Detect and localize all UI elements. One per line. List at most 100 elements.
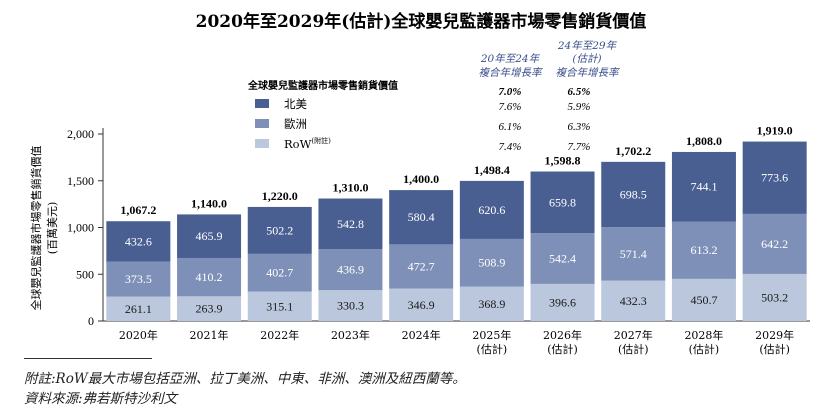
- bar-segment: [106, 261, 171, 297]
- segment-value-label: 436.9: [337, 263, 364, 277]
- segment-value-label: 346.9: [408, 298, 435, 312]
- x-tick-label: 2025年: [472, 328, 511, 342]
- x-tick-label: 2020年: [119, 328, 158, 342]
- x-tick-label: 2022年: [260, 328, 299, 342]
- total-value-label: 1,067.2: [120, 203, 156, 217]
- stacked-bar-chart: 2020年至2029年(估計)全球嬰兒監護器市場零售銷貨價值 全球嬰兒監護器市場…: [29, 11, 810, 356]
- bar-segment: [389, 190, 454, 245]
- total-value-label: 1,310.0: [332, 181, 368, 195]
- segment-value-label: 263.9: [196, 302, 223, 316]
- bars-group: 261.1 373.5 432.6 1,067.2 263.9 410.2 465.9 1,1…: [106, 124, 807, 321]
- bar-segment: [459, 180, 524, 239]
- legend-label: 北美: [284, 97, 307, 111]
- bar-segment: [177, 257, 242, 297]
- bar-segment: [459, 238, 524, 287]
- bar-segment: [106, 221, 171, 262]
- x-tick-label: 2023年: [331, 328, 370, 342]
- segment-value-label: 396.6: [549, 295, 576, 309]
- x-tick-sublabel: (估計): [759, 342, 790, 356]
- segment-value-label: 613.2: [690, 243, 717, 257]
- footnote-divider: [24, 358, 152, 359]
- cagr-value: 6.3%: [568, 121, 591, 133]
- x-tick-label: 2021年: [190, 328, 229, 342]
- segment-value-label: 542.8: [337, 217, 364, 231]
- total-value-label: 1,598.8: [545, 154, 581, 168]
- y-axis-label: 全球嬰兒監護器市場零售銷貨價值 (百萬美元): [29, 146, 59, 311]
- segment-value-label: 659.8: [549, 195, 576, 209]
- x-tick-label: 2026年: [543, 328, 582, 342]
- cagr-header: 複合年增長率: [479, 67, 543, 79]
- bar-segment: [530, 233, 595, 284]
- cagr-header: (估計): [572, 53, 601, 65]
- x-tick-sublabel: (估計): [547, 342, 578, 356]
- bar-segment: [177, 214, 242, 258]
- legend-label: RoW(附註): [284, 136, 331, 151]
- segment-value-label: 432.6: [125, 234, 152, 248]
- x-tick-label: 2028年: [684, 328, 723, 342]
- y-tick-label: 500: [76, 267, 94, 281]
- chart-title: 2020年至2029年(估計)全球嬰兒監護器市場零售銷貨價值: [196, 11, 647, 32]
- segment-value-label: 773.6: [761, 171, 788, 185]
- x-tick-label: 2024年: [402, 328, 441, 342]
- segment-value-label: 744.1: [690, 180, 717, 194]
- segment-value-label: 580.4: [408, 210, 435, 224]
- y-axis-unit: (百萬美元): [46, 202, 59, 255]
- segment-value-label: 450.7: [690, 293, 717, 307]
- bar-segment: [601, 227, 666, 281]
- legend-label: 歐洲: [284, 117, 307, 131]
- bar-segment: [247, 291, 312, 321]
- segment-value-label: 373.5: [125, 272, 152, 286]
- cagr-header: 24年至29年: [557, 40, 618, 52]
- segment-value-label: 508.9: [478, 256, 505, 270]
- footnote: 附註:RoW最大市場包括亞洲、拉丁美洲、中東、非洲、澳洲及紐西蘭等。: [24, 371, 466, 387]
- bar-segment: [318, 290, 383, 321]
- x-tick-label: 2027年: [614, 328, 653, 342]
- bar-segment: [318, 249, 383, 291]
- bar-segment: [247, 253, 312, 292]
- y-tick-label: 0: [88, 314, 94, 328]
- segment-value-label: 315.1: [266, 299, 293, 313]
- cagr-value: 7.4%: [499, 141, 522, 153]
- bar-segment: [671, 278, 736, 321]
- segment-value-label: 620.6: [478, 203, 505, 217]
- segment-value-label: 402.7: [266, 266, 293, 280]
- bar-segment: [318, 198, 383, 250]
- bar-segment: [742, 273, 807, 321]
- bar-segment: [601, 161, 666, 228]
- y-axis-title: 全球嬰兒監護器市場零售銷貨價值: [29, 146, 43, 311]
- x-tick-sublabel: (估計): [477, 342, 508, 356]
- cagr-value: 6.1%: [499, 121, 522, 133]
- legend-swatch: [255, 99, 269, 108]
- cagr-value: 7.6%: [499, 101, 522, 113]
- cagr-value: 5.9%: [568, 101, 591, 113]
- cagr-total-value: 6.5%: [568, 86, 591, 98]
- segment-value-label: 503.2: [761, 290, 788, 304]
- legend-swatch: [255, 139, 269, 148]
- segment-value-label: 261.1: [125, 302, 152, 316]
- y-tick-label: 2,000: [67, 127, 94, 141]
- bar-segment: [601, 280, 666, 321]
- total-value-label: 1,220.0: [262, 189, 298, 203]
- total-value-label: 1,140.0: [191, 196, 227, 210]
- legend-swatch: [255, 119, 269, 128]
- segment-value-label: 542.4: [549, 252, 576, 266]
- cagr-header: 複合年增長率: [556, 67, 620, 79]
- segment-value-label: 368.9: [478, 297, 505, 311]
- total-value-label: 1,808.0: [686, 134, 722, 148]
- bar-segment: [106, 296, 171, 321]
- x-tick-sublabel: (估計): [689, 342, 720, 356]
- bar-segment: [671, 221, 736, 279]
- segment-value-label: 432.3: [620, 294, 647, 308]
- segment-value-label: 502.2: [266, 223, 293, 237]
- bar-segment: [742, 213, 807, 274]
- total-value-label: 1,498.4: [474, 163, 510, 177]
- total-value-label: 1,919.0: [757, 124, 793, 138]
- y-tick-label: 1,000: [67, 221, 94, 235]
- segment-value-label: 330.3: [337, 299, 364, 313]
- bar-segment: [459, 286, 524, 321]
- source-note: 資料來源:弗若斯特沙利文: [24, 391, 178, 407]
- bar-segment: [671, 151, 736, 222]
- segment-value-label: 642.2: [761, 237, 788, 251]
- bar-segment: [177, 296, 242, 321]
